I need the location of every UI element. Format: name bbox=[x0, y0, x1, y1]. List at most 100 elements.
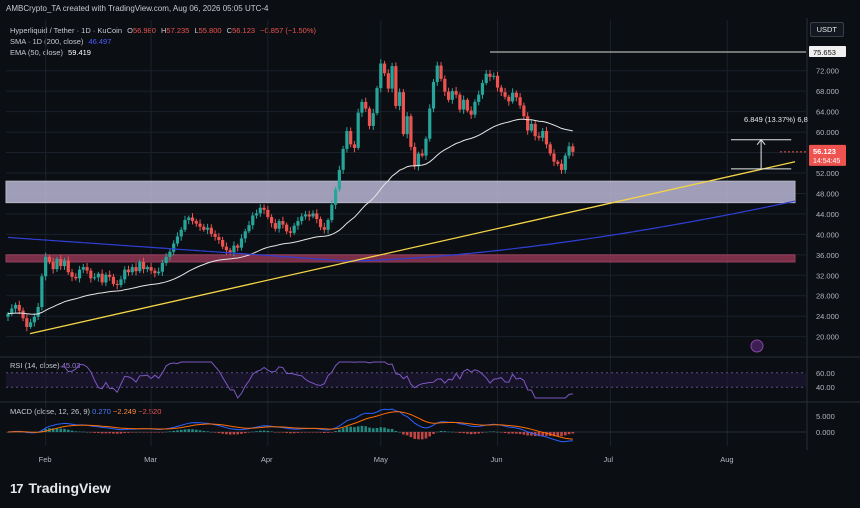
candle-body bbox=[70, 272, 74, 277]
candle-body bbox=[59, 258, 63, 267]
macd-hist-bar bbox=[292, 432, 296, 434]
candle-body bbox=[251, 215, 255, 226]
macd-hist-bar bbox=[353, 427, 356, 432]
candle-body bbox=[559, 163, 564, 170]
y-tick-label: 72.000 bbox=[816, 67, 839, 76]
candle-body bbox=[386, 73, 390, 89]
candle-body bbox=[416, 153, 421, 167]
candle-body bbox=[544, 131, 549, 145]
candle-body bbox=[510, 92, 515, 102]
signal-line bbox=[7, 411, 573, 440]
candle-body bbox=[341, 148, 345, 170]
macd-hist-bar bbox=[387, 428, 390, 432]
candle-body bbox=[533, 123, 537, 137]
candle-body bbox=[209, 227, 213, 234]
candle-body bbox=[164, 256, 168, 264]
candle-body bbox=[93, 277, 97, 279]
candle-body bbox=[300, 216, 304, 222]
candle-body bbox=[303, 214, 308, 217]
rsi-legend[interactable]: RSI (14, close) 45.03 bbox=[10, 361, 80, 370]
macd-hist-bar bbox=[277, 432, 281, 433]
macd-hist-bar bbox=[368, 427, 371, 432]
macd-hist-bar bbox=[164, 431, 168, 433]
macd-hist-bar bbox=[289, 432, 292, 434]
candle-body bbox=[379, 63, 383, 89]
macd-hist-bar bbox=[258, 430, 262, 432]
macd-hist-bar bbox=[371, 428, 375, 432]
y-tick-label: 52.000 bbox=[816, 169, 839, 178]
countdown-label: 14:54:45 bbox=[813, 158, 840, 165]
candle-body bbox=[157, 271, 161, 274]
rsi-band bbox=[6, 372, 806, 388]
author-line: AMBCrypto_TA created with TradingView.co… bbox=[6, 4, 269, 13]
rsi-level-label: 40.00 bbox=[816, 383, 835, 392]
candle-body bbox=[10, 308, 14, 314]
macd-hist-bar bbox=[458, 432, 462, 433]
macd-hist-bar bbox=[499, 432, 503, 433]
candle-body bbox=[202, 226, 206, 230]
macd-level-label: 0.000 bbox=[816, 428, 835, 437]
macd-level-label: 5.000 bbox=[816, 412, 835, 421]
candle-body bbox=[552, 153, 556, 162]
macd-hist-bar bbox=[82, 431, 85, 433]
macd-line bbox=[7, 408, 573, 443]
candle-body bbox=[126, 269, 131, 273]
candle-body bbox=[356, 112, 360, 148]
candle-body bbox=[258, 207, 262, 214]
candle-body bbox=[398, 92, 402, 106]
macd-hist-bar bbox=[300, 432, 304, 433]
macd-hist-bar bbox=[296, 432, 300, 433]
macd-hist-bar bbox=[522, 432, 526, 435]
candle-body bbox=[548, 144, 552, 154]
macd-hist-bar bbox=[172, 430, 175, 432]
macd-hist-bar bbox=[469, 432, 473, 435]
currency-unit-badge[interactable]: USDT bbox=[809, 22, 844, 37]
tradingview-brand[interactable]: 17 TradingView bbox=[10, 480, 111, 496]
macd-hist-bar bbox=[100, 432, 104, 434]
macd-hist-bar bbox=[571, 432, 575, 434]
change-value: −0.857 (−1.50%) bbox=[260, 26, 317, 35]
candle-body bbox=[108, 274, 112, 277]
macd-hist-bar bbox=[232, 432, 236, 435]
candle-body bbox=[450, 91, 454, 100]
candle-body bbox=[556, 161, 560, 164]
candle-body bbox=[55, 258, 59, 270]
macd-hist-bar bbox=[417, 432, 420, 440]
candle-body bbox=[499, 87, 503, 93]
ema-legend[interactable]: EMA (50, close) 59.419 bbox=[10, 48, 91, 57]
macd-hist-bar bbox=[398, 431, 401, 433]
macd-hist-bar bbox=[439, 430, 443, 432]
macd-hist-bar bbox=[108, 432, 111, 434]
macd-hist-bar bbox=[435, 431, 439, 433]
macd-hist-bar bbox=[462, 432, 465, 434]
y-tick-label: 24.000 bbox=[816, 312, 839, 321]
macd-hist-bar bbox=[394, 431, 398, 432]
candle-body bbox=[115, 283, 119, 285]
candle-body bbox=[428, 108, 432, 139]
macd-hist-bar bbox=[473, 432, 477, 434]
symbol-legend[interactable]: Hyperliquid / Tether · 1D · KuCoin O56.9… bbox=[10, 26, 316, 35]
macd-hist-bar bbox=[191, 429, 194, 432]
macd-hist-bar bbox=[413, 432, 416, 439]
macd-legend[interactable]: MACD (close, 12, 26, 9) 0.270 −2.249 −2.… bbox=[10, 407, 161, 416]
candle-body bbox=[322, 227, 326, 230]
candle-body bbox=[17, 304, 21, 311]
macd-hist-bar bbox=[477, 432, 480, 434]
macd-signal-value: −2.249 bbox=[113, 407, 137, 416]
macd-hist-bar bbox=[142, 432, 145, 433]
candle-body bbox=[85, 267, 89, 271]
macd-hist-bar bbox=[194, 429, 198, 432]
candle-body bbox=[44, 256, 48, 277]
candle-body bbox=[522, 105, 526, 117]
macd-hist-bar bbox=[213, 432, 217, 433]
macd-hist-bar bbox=[93, 432, 96, 433]
macd-hist-bar bbox=[157, 432, 160, 433]
candle-body bbox=[307, 214, 311, 217]
brand-name: TradingView bbox=[28, 480, 111, 496]
macd-hist-bar bbox=[420, 432, 424, 440]
sma-legend[interactable]: SMA · 1D (200, close) 46.497 bbox=[10, 37, 111, 46]
macd-hist-bar bbox=[507, 432, 511, 434]
macd-hist-bar bbox=[515, 432, 518, 434]
symbol-name: Hyperliquid / Tether · 1D · KuCoin bbox=[10, 26, 122, 35]
